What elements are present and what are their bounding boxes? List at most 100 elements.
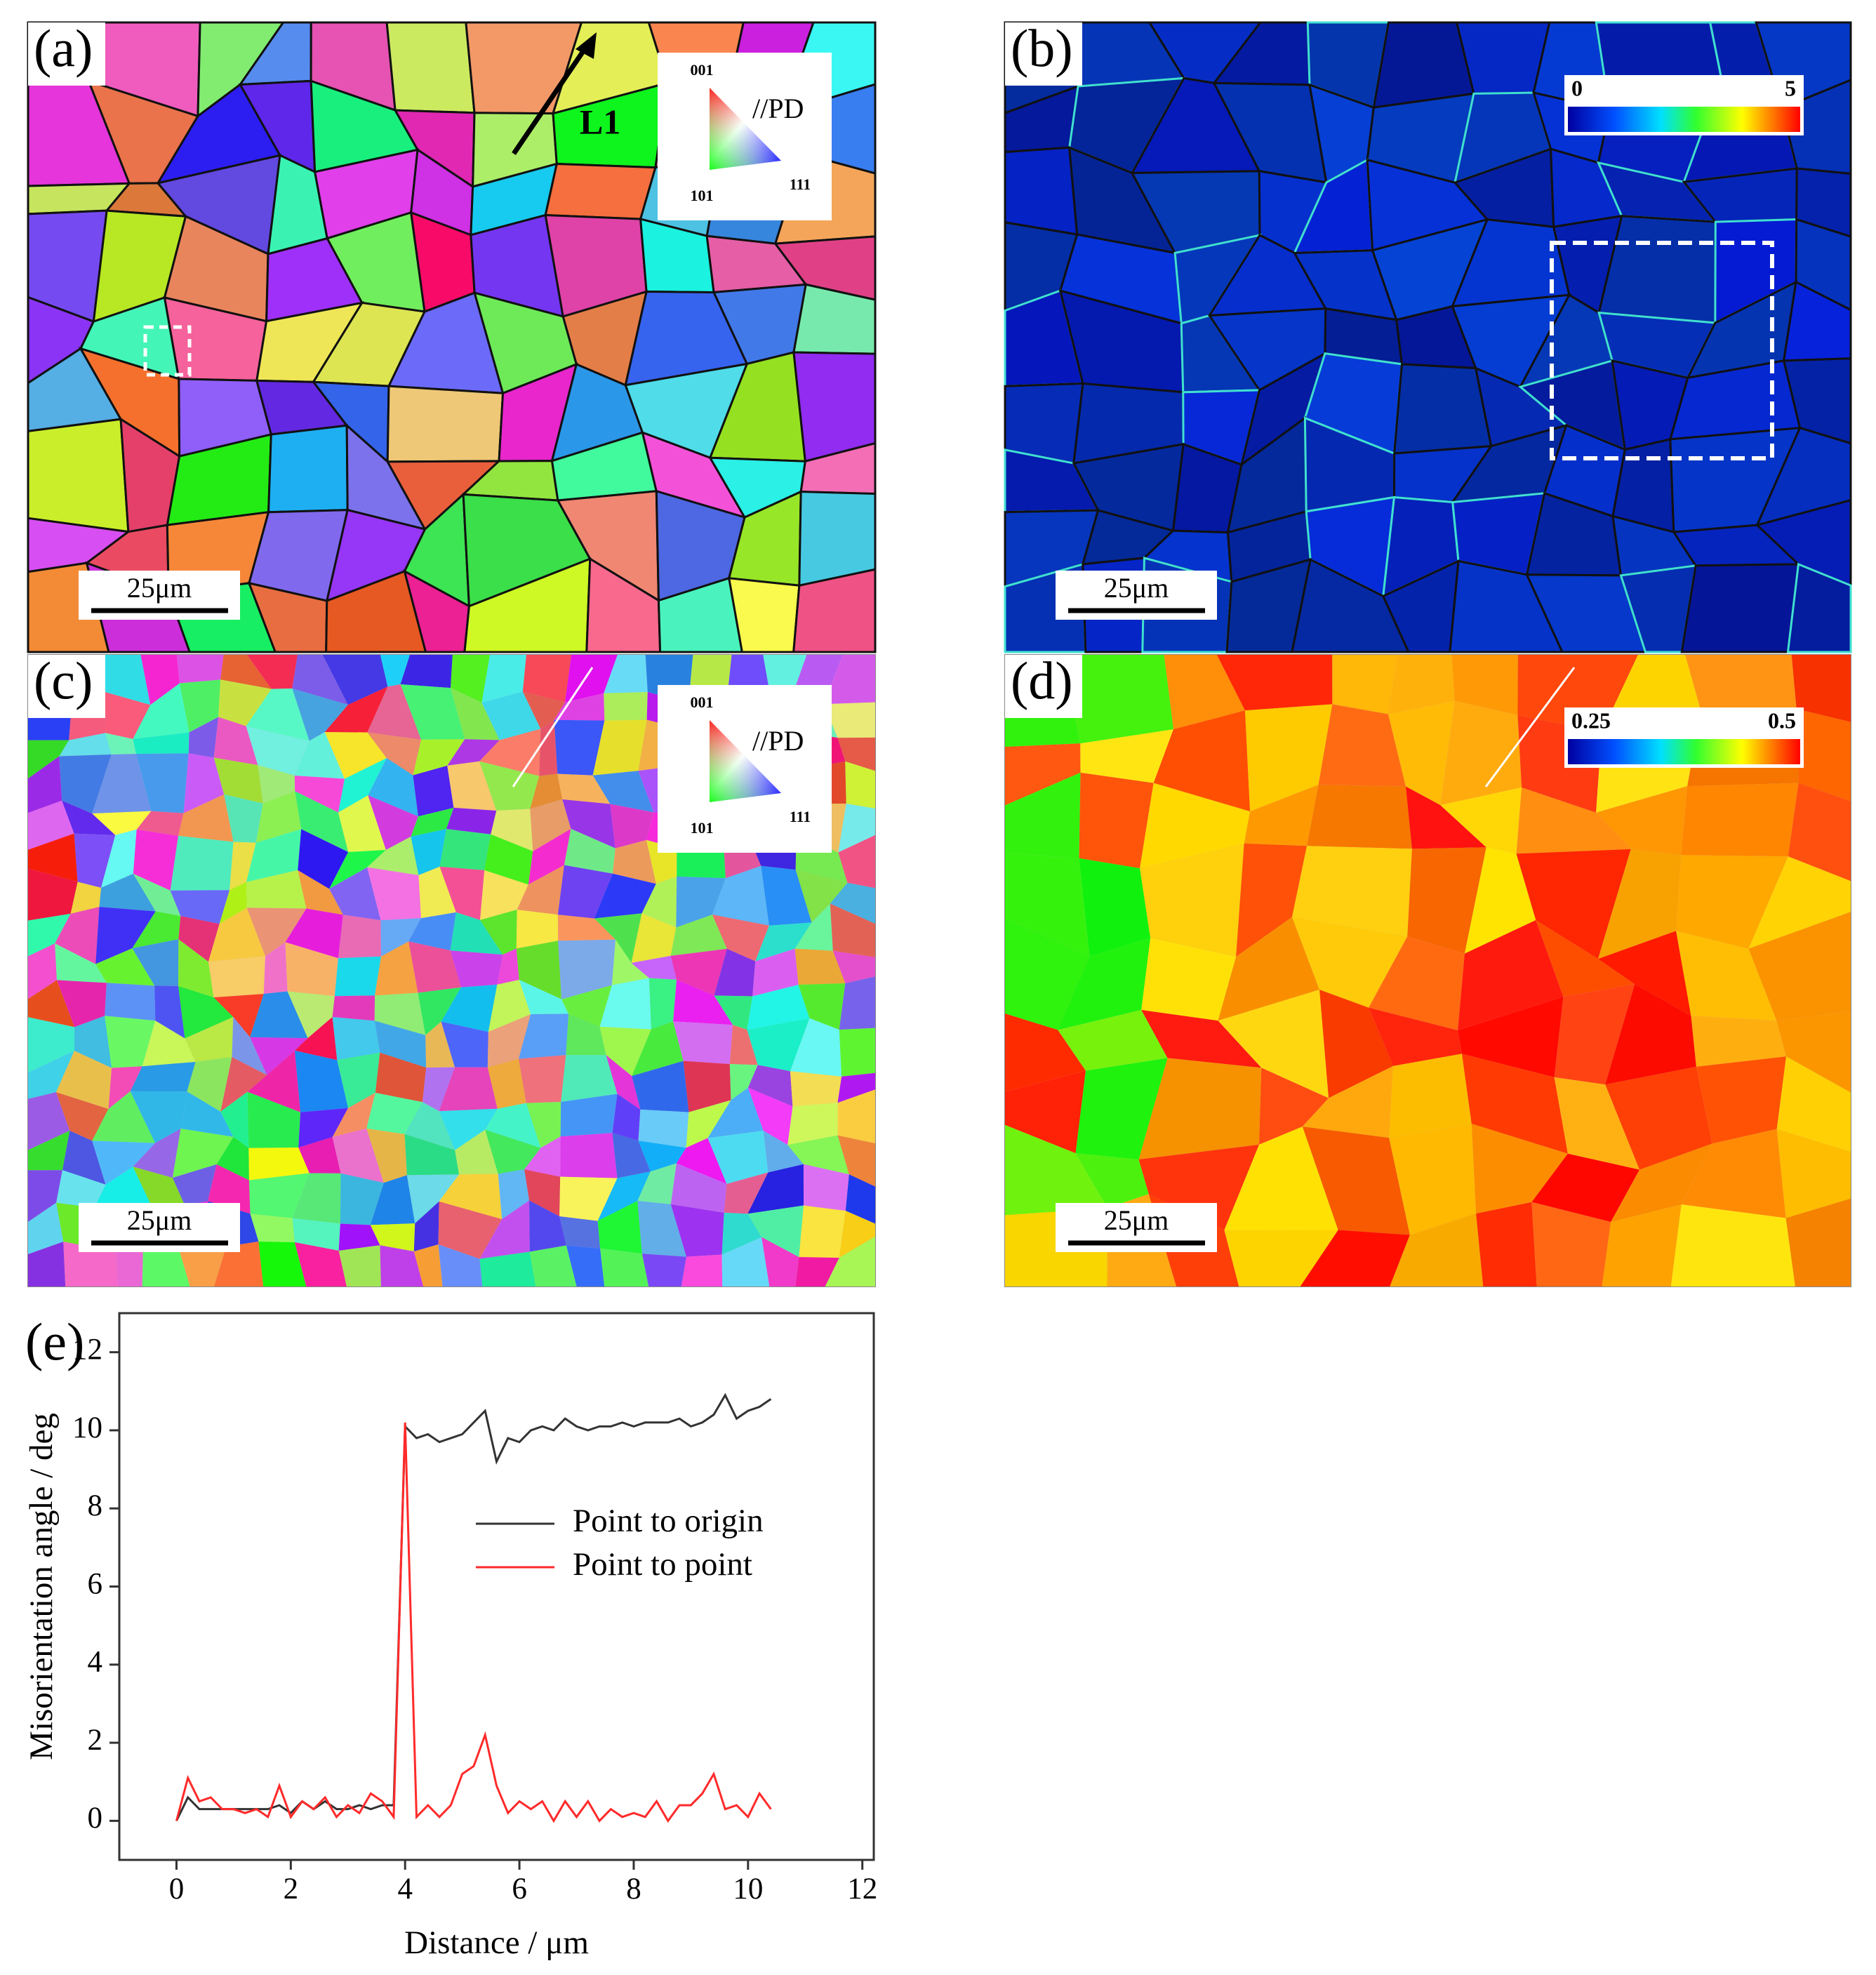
grain [329, 867, 381, 921]
grain [825, 1236, 875, 1286]
colorbar-max-label: 5 [1785, 75, 1796, 100]
grain [178, 794, 234, 842]
grain [1302, 1065, 1394, 1138]
grain [250, 1213, 295, 1243]
grain [404, 1102, 455, 1150]
grain [1319, 990, 1394, 1098]
grain [55, 907, 100, 964]
grain [1005, 1070, 1086, 1154]
grain [747, 1205, 804, 1258]
grain [188, 717, 219, 758]
grain [135, 753, 189, 813]
grain [631, 955, 677, 980]
x-axis-label: Distance / μm [404, 1924, 589, 1961]
grain [386, 385, 505, 463]
grain [116, 1241, 144, 1286]
grain [338, 795, 386, 852]
grain [1536, 919, 1635, 997]
grain [487, 1058, 526, 1109]
grain [298, 1108, 348, 1148]
grain [528, 828, 571, 885]
grain [248, 1147, 310, 1181]
grain [795, 870, 848, 923]
grain [755, 922, 812, 962]
grain [557, 773, 611, 804]
grain [592, 771, 654, 813]
grain [418, 866, 456, 919]
ipf-triangle-overlay [710, 88, 781, 170]
grain [294, 732, 345, 779]
grain [213, 994, 264, 1037]
grain [517, 865, 564, 915]
ipf-triangle-overlay [710, 720, 781, 802]
grain [599, 978, 651, 1030]
grain [28, 800, 74, 850]
grain [220, 1091, 249, 1148]
grain [1681, 1129, 1786, 1218]
ipf-label: 101 [691, 819, 714, 837]
grain [516, 940, 562, 999]
grain [794, 903, 833, 951]
grain [338, 1223, 380, 1251]
grain [263, 942, 288, 995]
grain [1748, 912, 1851, 1020]
y-axis-label: Misorientation angle / deg [23, 1413, 60, 1760]
grain [1598, 849, 1682, 959]
grain [747, 985, 810, 1030]
colorbar [1568, 107, 1800, 132]
line-scan [512, 667, 594, 787]
grain [823, 702, 875, 738]
grain [1462, 1053, 1568, 1154]
grain [832, 950, 875, 983]
grain [522, 655, 572, 703]
panel-label: (b) [1011, 19, 1073, 78]
grain [1451, 655, 1518, 715]
grain [1080, 729, 1173, 783]
grain [1318, 704, 1406, 787]
grain [136, 811, 184, 836]
panel-label-bg [28, 655, 105, 718]
grain [670, 948, 727, 996]
grain [845, 1174, 875, 1224]
grain [1389, 1124, 1477, 1235]
plot-frame [118, 1312, 875, 1861]
grain [561, 985, 612, 1027]
grain [1164, 655, 1245, 730]
grain [497, 948, 519, 985]
grain [1676, 855, 1788, 949]
grain [450, 912, 503, 955]
line-scan [1484, 667, 1576, 787]
grain [179, 679, 221, 733]
grain [641, 876, 677, 928]
grain [367, 836, 419, 875]
grain [838, 804, 875, 853]
grain [28, 1131, 70, 1171]
grain [594, 873, 656, 919]
grain [1138, 1144, 1260, 1230]
grain [105, 1016, 156, 1068]
grain [180, 1091, 234, 1137]
x-tick-label: 8 [626, 1873, 641, 1906]
grain [612, 1093, 641, 1141]
legend-label: Point to origin [573, 1503, 764, 1539]
grain [611, 939, 649, 985]
grain [375, 1052, 427, 1103]
grain [438, 1201, 503, 1259]
grain [56, 1170, 106, 1208]
grain [1788, 783, 1851, 882]
grain [338, 1245, 381, 1286]
grain [712, 865, 769, 926]
grain [92, 1091, 156, 1143]
grain [101, 829, 137, 888]
grain [292, 1173, 341, 1224]
grain [406, 1174, 460, 1224]
panel-label-bg [1005, 655, 1082, 718]
grain [132, 911, 181, 949]
grain [246, 726, 310, 776]
grain [1440, 787, 1522, 854]
grain [592, 719, 647, 776]
region-box [143, 325, 192, 377]
grain [1061, 655, 1173, 744]
grain [104, 655, 151, 705]
